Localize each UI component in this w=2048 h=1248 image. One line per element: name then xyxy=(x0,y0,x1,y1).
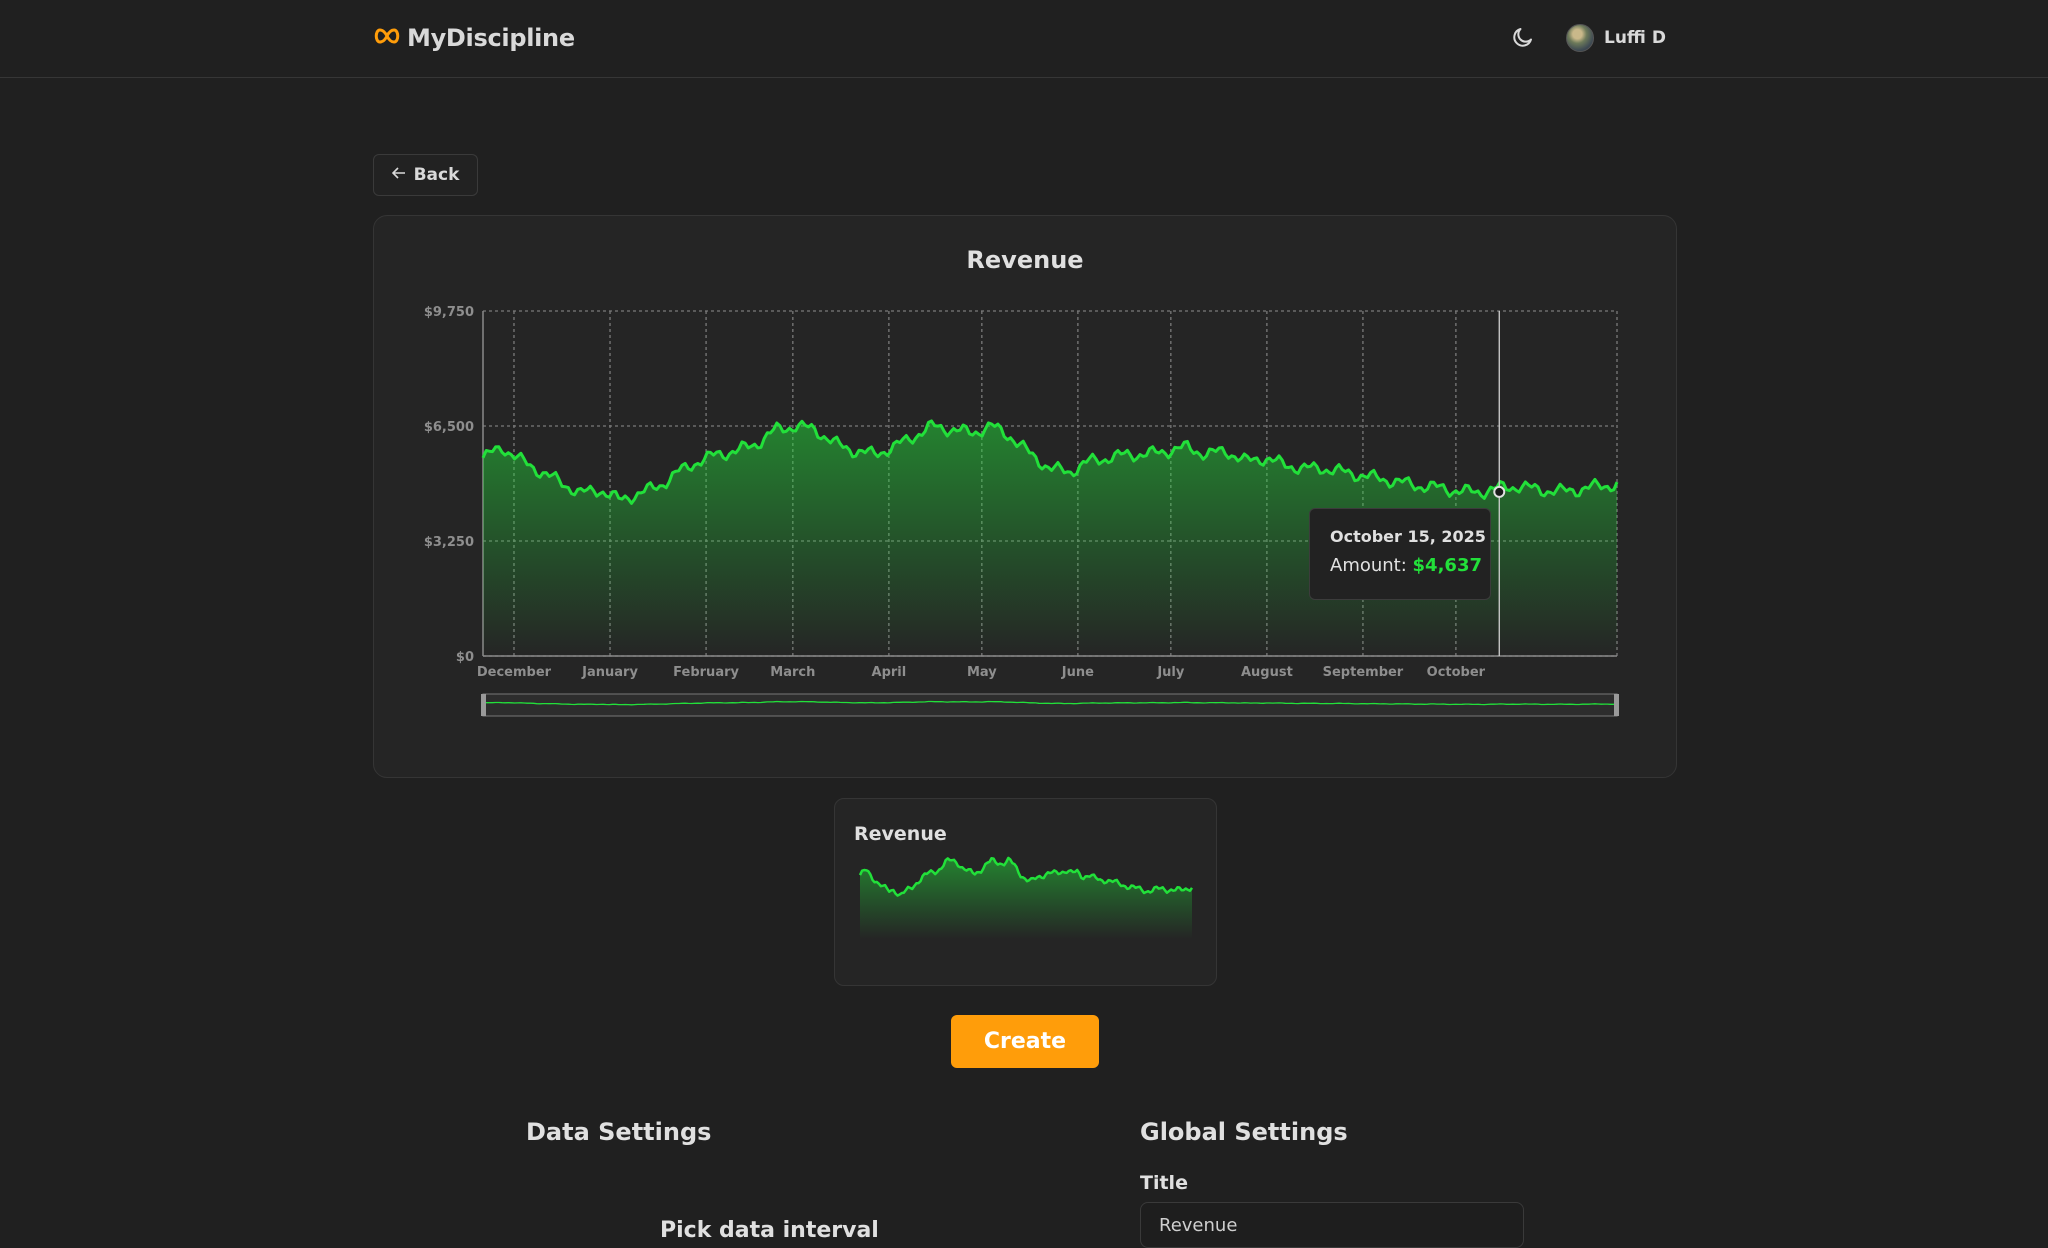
theme-toggle-button[interactable] xyxy=(1506,22,1540,56)
back-button[interactable]: Back xyxy=(373,154,478,196)
back-button-label: Back xyxy=(413,165,460,185)
top-bar: MyDiscipline Luffi D xyxy=(0,0,2048,78)
y-tick-label: $3,250 xyxy=(424,535,474,550)
moon-icon xyxy=(1511,25,1535,53)
arrow-left-icon xyxy=(391,165,406,185)
tooltip-date: October 15, 2025 xyxy=(1330,527,1486,546)
user-menu[interactable]: Luffi D xyxy=(1566,22,1666,54)
tooltip-amount-value: $4,637 xyxy=(1412,555,1482,576)
tooltip-amount-label: Amount: xyxy=(1330,555,1413,576)
revenue-chart[interactable]: $0 $3,250 $6,500 $9,750 December January Febru… xyxy=(374,216,1678,779)
range-navigator xyxy=(482,693,1618,717)
x-tick-label: January xyxy=(581,665,638,680)
navigator-handle-right xyxy=(1614,694,1619,716)
global-settings-title: Global Settings xyxy=(1140,1118,1348,1146)
infinity-logo-icon xyxy=(373,27,401,49)
x-tick-label: February xyxy=(673,665,739,680)
preview-card[interactable]: Revenue xyxy=(834,798,1217,986)
user-name: Luffi D xyxy=(1604,28,1666,48)
x-tick-label: June xyxy=(1061,665,1094,680)
preview-sparkline xyxy=(858,856,1194,939)
navigator-line xyxy=(482,700,1618,706)
preview-area xyxy=(860,857,1192,939)
y-tick-label: $9,750 xyxy=(424,305,474,320)
revenue-line xyxy=(481,419,1619,505)
avatar xyxy=(1566,24,1594,52)
x-tick-label: April xyxy=(872,665,907,680)
title-field-label: Title xyxy=(1140,1172,1188,1194)
preview-line xyxy=(858,856,1194,897)
create-button[interactable]: Create xyxy=(951,1015,1099,1068)
x-tick-label: October xyxy=(1427,665,1486,680)
brand[interactable]: MyDiscipline xyxy=(373,22,575,54)
data-interval-label: Pick data interval xyxy=(660,1218,879,1243)
x-tick-label: May xyxy=(967,665,997,680)
chart-tooltip: October 15, 2025 Amount: $4,637 xyxy=(1309,508,1491,600)
data-settings-title: Data Settings xyxy=(526,1118,712,1146)
hover-point-marker xyxy=(1493,485,1506,498)
x-tick-label: March xyxy=(770,665,815,680)
brand-name: MyDiscipline xyxy=(407,24,575,52)
y-tick-label: $0 xyxy=(456,650,474,665)
preview-card-title: Revenue xyxy=(854,823,947,845)
tooltip-amount: Amount: $4,637 xyxy=(1330,555,1490,576)
x-tick-label: July xyxy=(1156,665,1185,680)
title-input[interactable] xyxy=(1140,1202,1524,1248)
x-tick-label: September xyxy=(1323,665,1404,680)
chart-title: Revenue xyxy=(966,246,1084,274)
x-tick-label: August xyxy=(1241,665,1293,680)
chart-card: Revenue $0 $3,250 $6,500 $9,750 December Janu… xyxy=(373,215,1677,778)
x-tick-label: December xyxy=(477,665,552,680)
navigator-handle-left xyxy=(481,694,486,716)
y-tick-label: $6,500 xyxy=(424,420,474,435)
